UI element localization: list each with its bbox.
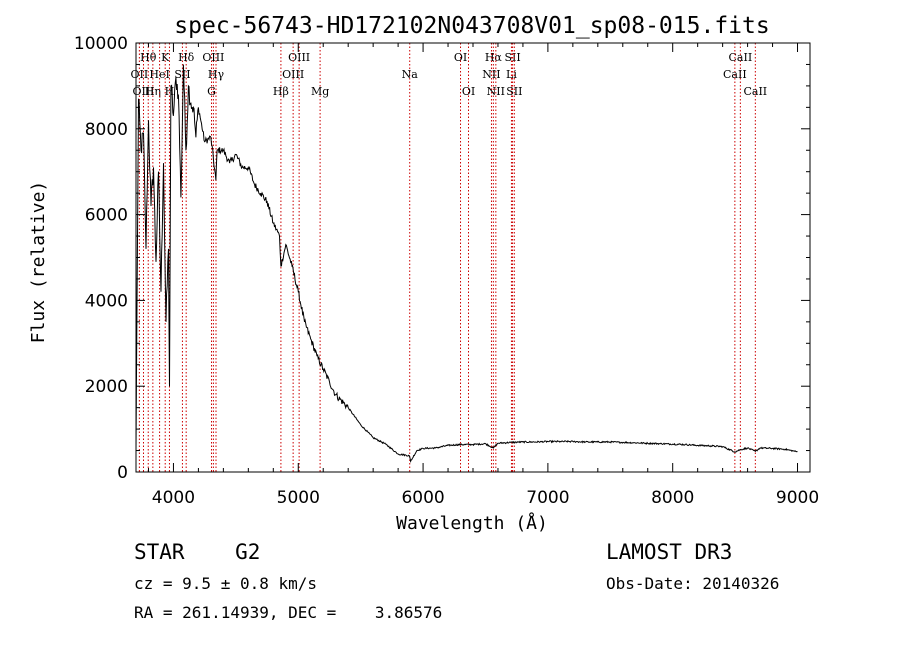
y-tick-label: 2000 (85, 377, 128, 397)
redshift-cz: cz = 9.5 ± 0.8 km/s (134, 574, 318, 593)
line-marker-label: OIII (288, 51, 310, 64)
line-marker-label: CaII (729, 51, 753, 64)
spectrum-chart: spec-56743-HD172102N043708V01_sp08-015.f… (28, 13, 819, 534)
spectrum-line (135, 64, 798, 463)
observation-date: Obs-Date: 20140326 (606, 574, 780, 593)
line-marker-label: SII (174, 68, 190, 81)
line-marker-label: Na (402, 68, 419, 81)
line-marker-label: CaII (743, 85, 767, 98)
line-marker-label: G (207, 85, 216, 98)
coordinates: RA = 261.14939, DEC = 3.86576 (134, 603, 443, 622)
chart-title: spec-56743-HD172102N043708V01_sp08-015.f… (174, 13, 769, 39)
line-marker-label: OIII (132, 85, 154, 98)
line-marker-label: NII (482, 68, 500, 81)
line-marker-label: CaII (723, 68, 747, 81)
x-tick-label: 6000 (401, 488, 444, 508)
x-tick-label: 5000 (277, 488, 320, 508)
y-tick-label: 0 (117, 463, 128, 483)
line-marker-label: Hδ (178, 51, 195, 64)
x-axis-label: Wavelength (Å) (396, 512, 548, 534)
line-marker-label: Hγ (208, 68, 225, 81)
line-marker-label: OII (131, 68, 149, 81)
plot-frame (135, 42, 811, 473)
line-marker-label: Hα (485, 51, 503, 64)
line-marker-label: OI (454, 51, 467, 64)
line-marker-label: Hβ (273, 85, 289, 98)
object-type: STAR G2 (134, 540, 261, 564)
y-axis-label: Flux (relative) (28, 181, 49, 344)
line-marker-label: K (161, 51, 170, 64)
line-marker-label: OI (462, 85, 475, 98)
x-tick-label: 4000 (152, 488, 195, 508)
line-marker-label: Li (506, 68, 517, 81)
line-marker-label: Hη (145, 85, 161, 98)
survey-name: LAMOST DR3 (606, 540, 733, 564)
y-tick-label: 6000 (85, 206, 128, 226)
line-marker-label: SII (504, 51, 520, 64)
line-marker-label: HeI (149, 68, 169, 81)
line-marker-label: H (165, 85, 175, 98)
x-tick-label: 7000 (526, 488, 569, 508)
y-tick-label: 10000 (74, 34, 128, 54)
x-tick-label: 8000 (651, 488, 694, 508)
line-marker-label: Hθ (140, 51, 157, 64)
line-marker-label: OIII (282, 68, 304, 81)
y-tick-label: 8000 (85, 120, 128, 140)
line-marker-label: Mg (311, 85, 329, 98)
y-tick-label: 4000 (85, 291, 128, 311)
x-tick-label: 9000 (776, 488, 819, 508)
line-marker-label: OIII (202, 51, 224, 64)
line-marker-label: NII (487, 85, 505, 98)
line-marker-label: SII (506, 85, 522, 98)
